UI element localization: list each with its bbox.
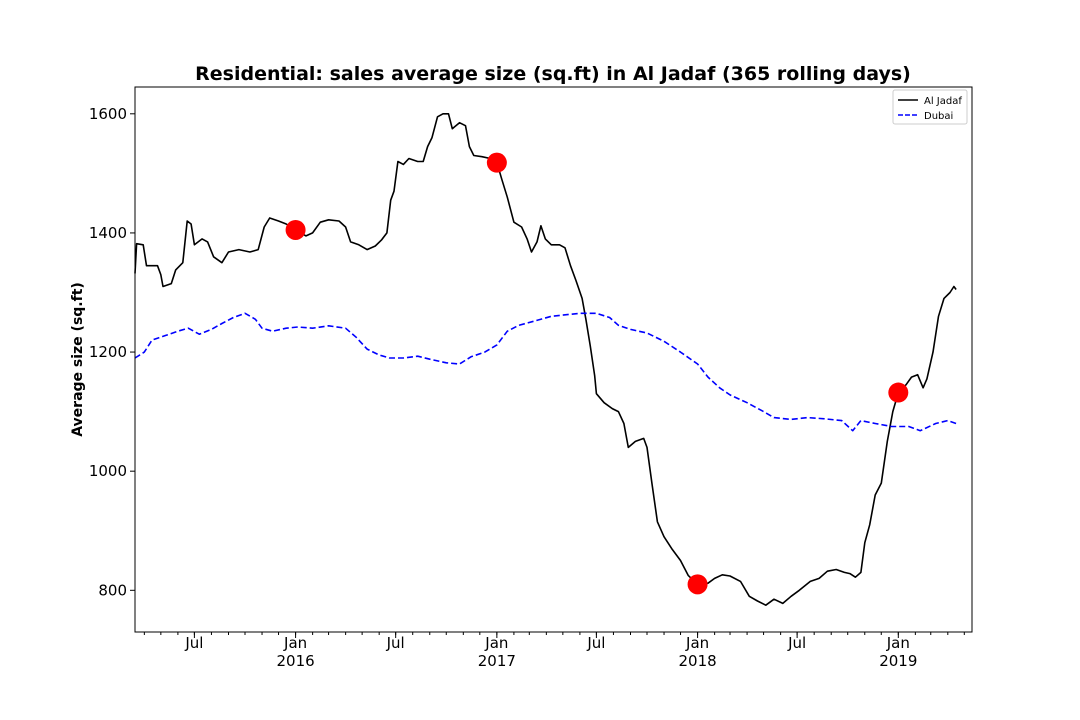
- series-line-dubai: [134, 312, 957, 432]
- highlight-marker: [888, 382, 909, 403]
- series-line-al-jadaf: [134, 113, 957, 606]
- y-tick-label: 1400: [89, 224, 127, 242]
- legend-label: Dubai: [924, 111, 953, 122]
- x-tick-label: Jul: [787, 634, 806, 652]
- y-tick-label: 800: [98, 581, 127, 599]
- plot-area: [134, 113, 957, 606]
- highlight-marker: [687, 574, 708, 595]
- y-tick-label: 1200: [89, 343, 127, 361]
- plot-frame: [134, 86, 973, 633]
- chart-title: Residential: sales average size (sq.ft) …: [195, 63, 911, 85]
- x-tick-year-label: 2018: [678, 652, 716, 670]
- highlight-marker: [486, 152, 507, 173]
- legend-box: [892, 89, 968, 125]
- x-tick-year-label: 2017: [478, 652, 516, 670]
- x-tick-label: Jul: [184, 634, 203, 652]
- x-tick-label: Jan: [484, 634, 508, 652]
- x-tick-label: Jul: [586, 634, 605, 652]
- y-tick-label: 1000: [89, 462, 127, 480]
- y-axis-label: Average size (sq.ft): [70, 282, 86, 437]
- y-tick-label: 1600: [89, 105, 127, 123]
- legend-label: Al Jadaf: [924, 96, 962, 107]
- x-tick-year-label: 2019: [879, 652, 917, 670]
- x-tick-label: Jan: [685, 634, 709, 652]
- legend: Al Jadaf Dubai: [892, 89, 968, 125]
- x-tick-year-label: 2016: [276, 652, 314, 670]
- x-tick-label: Jan: [283, 634, 307, 652]
- x-tick-label: Jan: [886, 634, 910, 652]
- highlight-marker: [285, 219, 306, 240]
- x-tick-label: Jul: [386, 634, 405, 652]
